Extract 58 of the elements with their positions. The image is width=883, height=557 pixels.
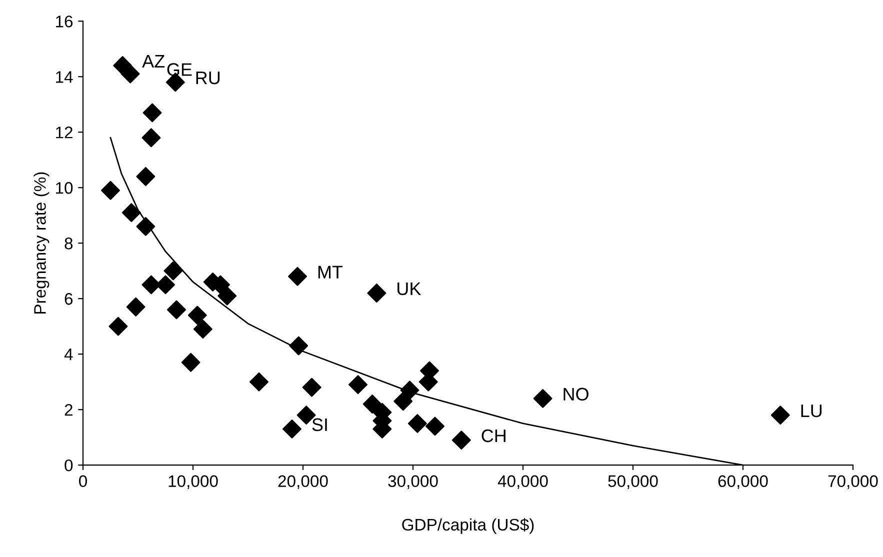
point	[533, 389, 552, 408]
x-axis-title: GDP/capita (US$)	[402, 518, 534, 534]
point	[193, 320, 212, 339]
point	[142, 128, 161, 148]
y-tick-label: 10	[56, 182, 73, 194]
y-tick-label: 12	[56, 126, 72, 138]
point	[408, 414, 427, 433]
point	[452, 430, 471, 450]
point	[289, 336, 308, 356]
y-tick-label: 0	[64, 459, 73, 472]
annotation: RU	[196, 72, 220, 84]
point	[348, 375, 368, 394]
x-tick-label: 70,000	[828, 475, 878, 490]
annotation: CH	[482, 429, 506, 442]
point	[288, 266, 307, 286]
y-axis-title: Pregnancy rate (%)	[34, 172, 50, 314]
x-tick-label: 40,000	[498, 475, 548, 490]
point	[770, 406, 790, 425]
point	[394, 392, 413, 411]
point	[181, 352, 200, 372]
x-tick-label: 0	[79, 475, 87, 488]
annotation: MT	[318, 266, 343, 278]
y-tick-label: 4	[64, 348, 73, 360]
point	[302, 378, 322, 397]
point	[101, 180, 120, 200]
y-tick-label: 6	[64, 293, 73, 305]
point	[400, 380, 420, 400]
x-tick-label: 30,000	[388, 475, 438, 490]
annotation: SI	[312, 418, 327, 432]
point	[142, 103, 162, 122]
point	[367, 284, 386, 303]
point	[136, 217, 156, 236]
point	[282, 420, 302, 439]
y-tick-label: 2	[64, 404, 72, 416]
x-tick-label: 20,000	[278, 475, 328, 490]
point	[362, 394, 382, 414]
annotation: AZ	[142, 55, 165, 68]
point	[126, 297, 146, 316]
point	[250, 372, 268, 392]
point	[188, 306, 207, 325]
point	[218, 286, 237, 306]
y-tick-label: 16	[56, 16, 73, 28]
annotation: LU	[801, 404, 822, 418]
y-tick-label: 8	[64, 238, 73, 250]
x-tick-label: 60,000	[718, 475, 768, 490]
x-tick-label: 50,000	[608, 475, 658, 490]
point	[136, 167, 156, 186]
point	[122, 203, 141, 222]
point	[156, 275, 175, 294]
point	[426, 416, 444, 436]
annotation: UK	[398, 282, 422, 296]
point	[108, 316, 128, 336]
x-tick-label: 10,000	[168, 475, 218, 490]
y-tick-label: 14	[56, 71, 73, 83]
point	[167, 300, 186, 320]
annotation: NO	[564, 388, 588, 401]
point	[120, 64, 140, 84]
point	[164, 261, 183, 280]
